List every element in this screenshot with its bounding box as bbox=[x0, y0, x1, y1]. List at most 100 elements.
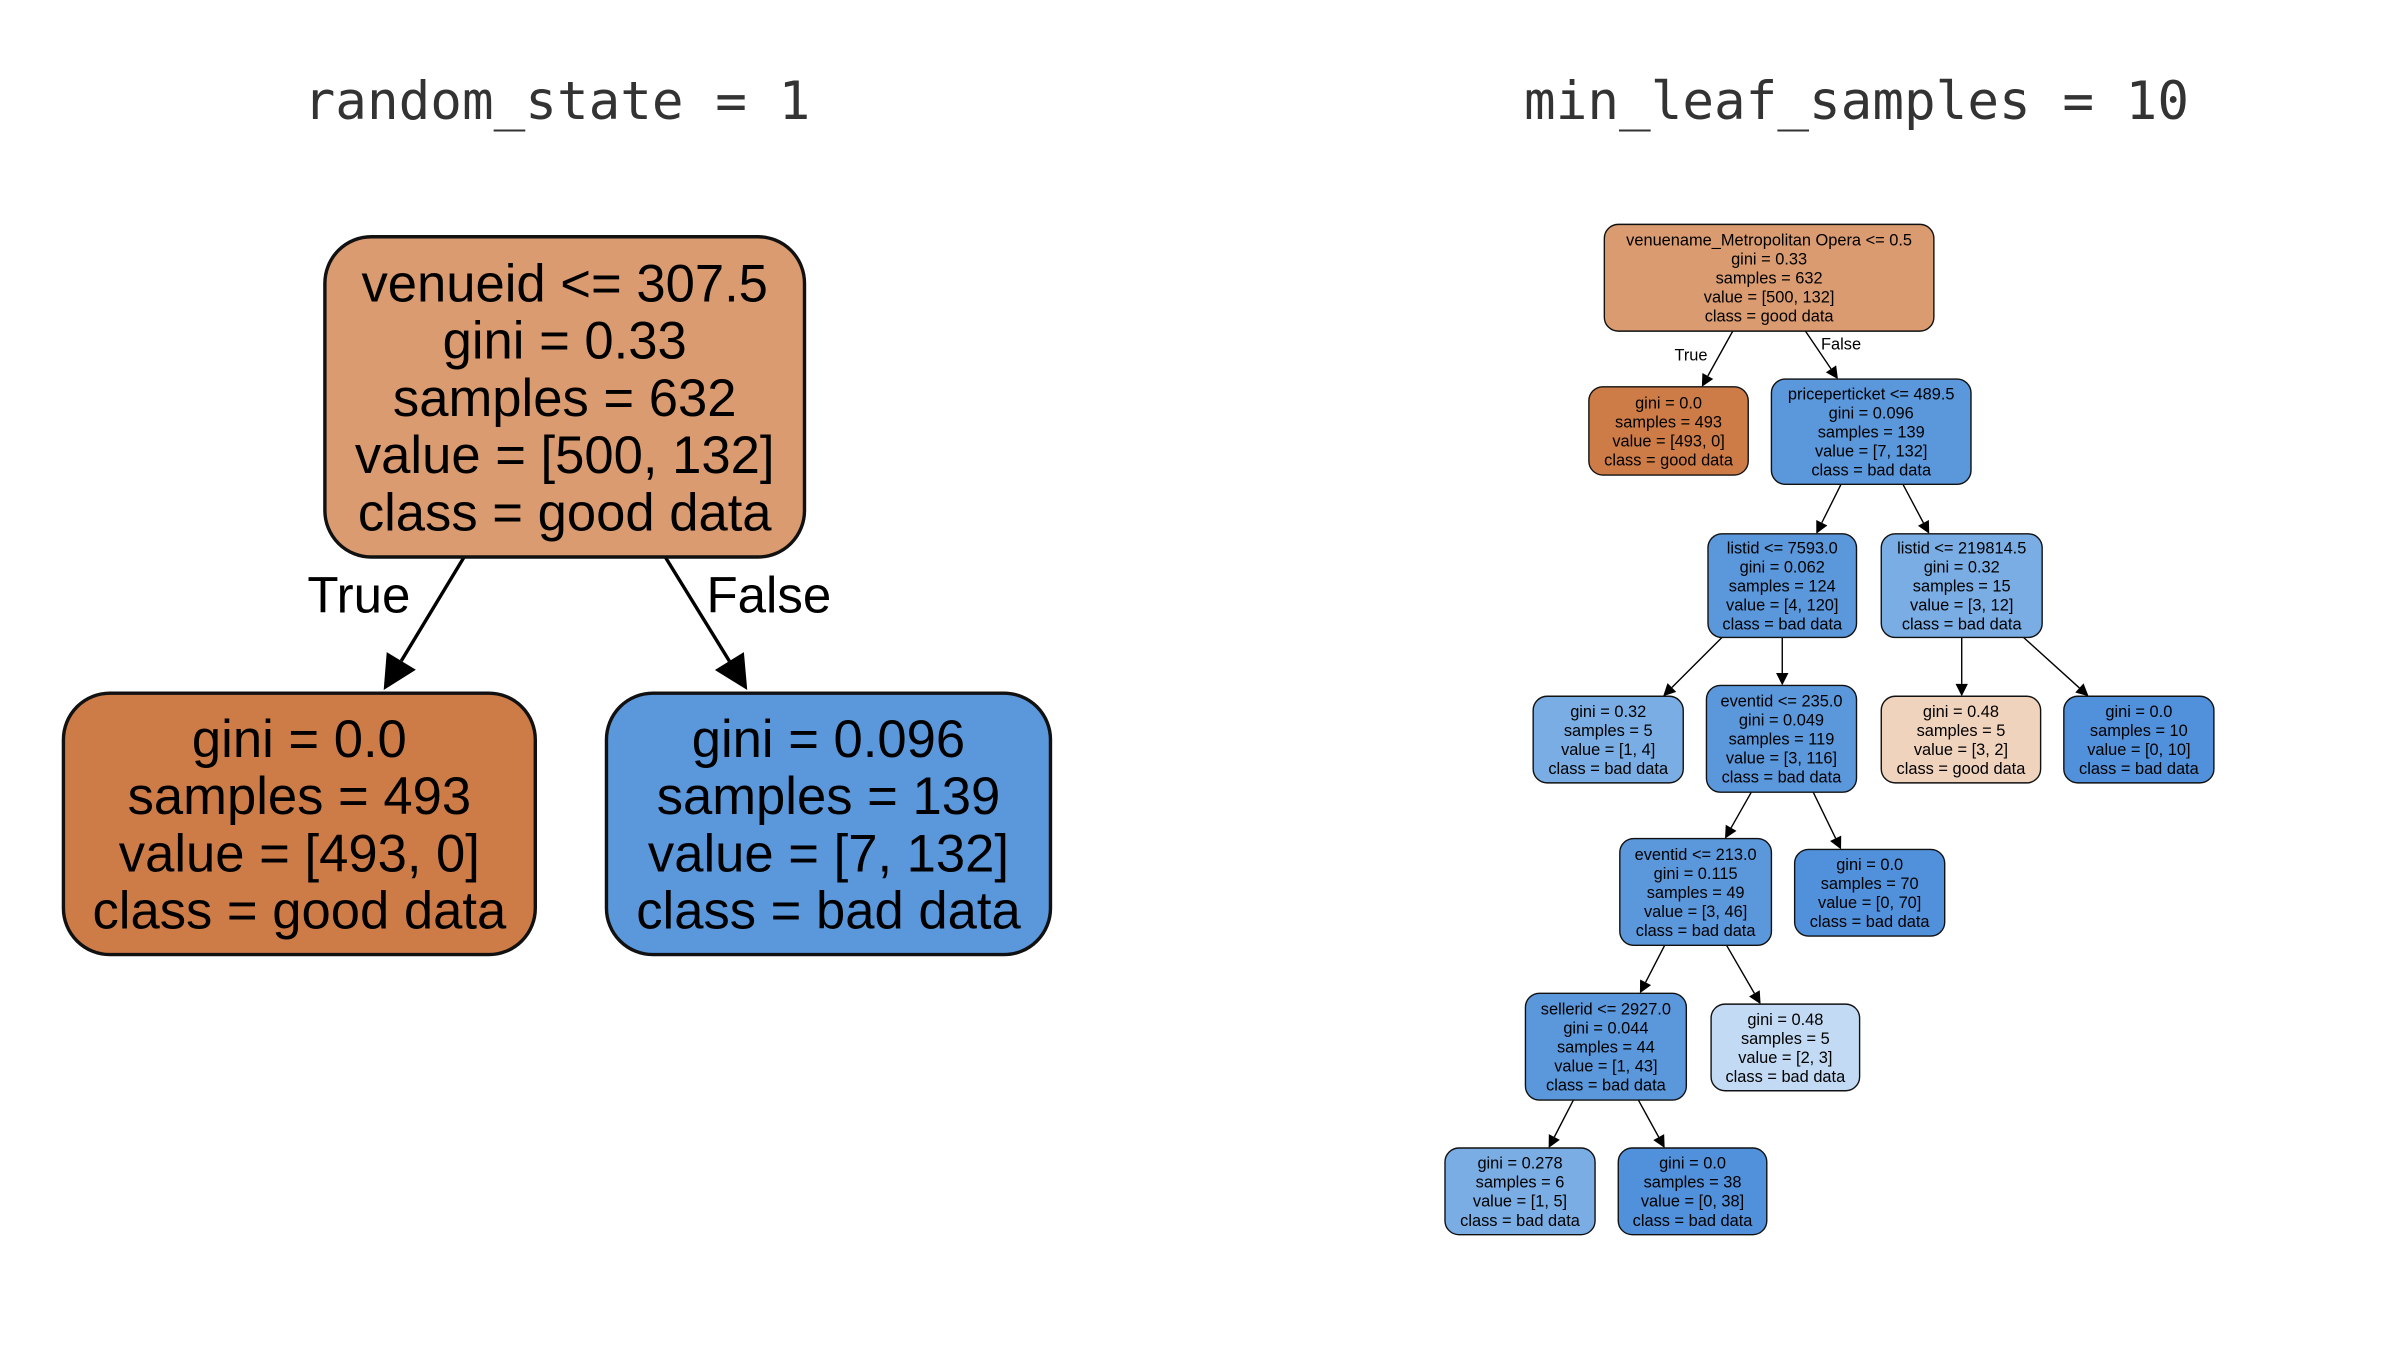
tree-edge bbox=[1639, 945, 1666, 994]
edge-line bbox=[1637, 1099, 1660, 1138]
arrowhead-icon bbox=[1701, 373, 1714, 387]
node-text-line: samples = 70 bbox=[1821, 875, 1919, 893]
arrowhead-icon bbox=[1725, 824, 1737, 839]
tree-edge bbox=[663, 556, 748, 691]
node-box bbox=[2063, 695, 2215, 784]
node-text-line: samples = 10 bbox=[2090, 722, 2188, 740]
node-box bbox=[1524, 992, 1688, 1101]
arrowhead-icon bbox=[1825, 365, 1838, 380]
edge-line bbox=[1644, 945, 1666, 983]
node-text-line: value = [0, 70] bbox=[1818, 894, 1921, 912]
node-text-line: gini = 0.33 bbox=[1731, 251, 1807, 269]
node-text-line: value = [3, 2] bbox=[1914, 741, 2008, 759]
node-text-line: value = [7, 132] bbox=[648, 824, 1009, 883]
tree-edge bbox=[1804, 330, 1838, 380]
node-text-line: class = bad data bbox=[1722, 616, 1843, 634]
node-text-line: priceperticket <= 489.5 bbox=[1788, 386, 1955, 404]
edge-label-true: True bbox=[1674, 347, 1707, 365]
node-text-line: eventid <= 213.0 bbox=[1635, 846, 1757, 864]
edge-line bbox=[1812, 791, 1837, 839]
node-text-line: gini = 0.33 bbox=[443, 312, 687, 371]
node-box bbox=[1603, 223, 1935, 332]
node-box bbox=[1880, 533, 2043, 639]
node-box bbox=[1588, 386, 1749, 476]
node-text-line: gini = 0.0 bbox=[1836, 856, 1903, 874]
node-text-line: class = bad data bbox=[1811, 462, 1932, 480]
node-text-line: gini = 0.32 bbox=[1570, 703, 1646, 721]
edge-label-true: True bbox=[307, 567, 410, 624]
node-text-line: value = [493, 0] bbox=[1612, 432, 1724, 450]
node-text-line: samples = 38 bbox=[1644, 1174, 1742, 1192]
node-text-line: gini = 0.32 bbox=[1924, 559, 2000, 577]
node-text-line: samples = 15 bbox=[1913, 578, 2011, 596]
node-text-line: class = good data bbox=[1705, 308, 1835, 326]
edge-line bbox=[1725, 944, 1755, 994]
tree-edge bbox=[1816, 483, 1842, 534]
node-text-line: samples = 139 bbox=[657, 767, 1001, 826]
node-box bbox=[1710, 1003, 1861, 1092]
node-text-line: samples = 49 bbox=[1647, 884, 1745, 902]
node-text-line: gini = 0.0 bbox=[192, 710, 407, 769]
node-text-line: gini = 0.044 bbox=[1563, 1020, 1648, 1038]
node-text-line: value = [0, 38] bbox=[1641, 1193, 1744, 1211]
arrowhead-icon bbox=[1917, 519, 1930, 534]
node-text-line: value = [493, 0] bbox=[119, 824, 480, 883]
node-box bbox=[1793, 848, 1946, 937]
node-text-line: samples = 632 bbox=[393, 369, 737, 428]
node-text-line: samples = 124 bbox=[1729, 578, 1836, 596]
edge-line bbox=[399, 556, 466, 662]
node-text-line: samples = 5 bbox=[1917, 722, 2006, 740]
tree-edge bbox=[1637, 1099, 1665, 1148]
node-text-line: listid <= 219814.5 bbox=[1897, 539, 2026, 557]
node-text-line: class = bad data bbox=[1633, 1212, 1754, 1230]
node-box bbox=[1880, 695, 2042, 784]
node-text-line: class = bad data bbox=[1636, 922, 1757, 940]
edge-line bbox=[1707, 330, 1734, 377]
edge-line bbox=[1902, 483, 1925, 524]
tree-edge bbox=[1701, 330, 1734, 387]
arrowhead-icon bbox=[1830, 835, 1842, 850]
node-text-line: gini = 0.049 bbox=[1739, 712, 1824, 730]
node-text-line: value = [3, 116] bbox=[1726, 750, 1837, 768]
tree-edge bbox=[1725, 944, 1761, 1005]
node-text-line: gini = 0.0 bbox=[1635, 394, 1702, 412]
node-text-line: samples = 632 bbox=[1716, 270, 1823, 288]
tree-edge bbox=[1955, 637, 1968, 697]
edge-line bbox=[663, 556, 731, 662]
tree-edge bbox=[1548, 1099, 1575, 1148]
edge-line bbox=[1671, 636, 1723, 688]
node-text-line: value = [3, 12] bbox=[1910, 597, 2013, 615]
node-text-line: gini = 0.096 bbox=[1829, 405, 1914, 423]
node-text-line: class = good data bbox=[92, 882, 506, 941]
node-box bbox=[1444, 1147, 1596, 1236]
node-text-line: value = [500, 132] bbox=[1704, 289, 1835, 307]
node-text-line: samples = 5 bbox=[1564, 722, 1653, 740]
node-text-line: gini = 0.278 bbox=[1477, 1155, 1562, 1173]
arrowhead-icon bbox=[1816, 519, 1828, 534]
right-tree-title: min_leaf_samples = 10 bbox=[1524, 71, 2189, 132]
arrowhead-icon bbox=[2075, 683, 2089, 697]
node-text-line: gini = 0.062 bbox=[1740, 559, 1825, 577]
node-text-line: samples = 6 bbox=[1476, 1174, 1565, 1192]
arrowhead-icon bbox=[1548, 1134, 1560, 1148]
node-text-line: samples = 493 bbox=[128, 767, 472, 826]
node-text-line: samples = 139 bbox=[1818, 424, 1925, 442]
node-text-line: class = good data bbox=[358, 483, 772, 542]
node-text-line: class = bad data bbox=[1548, 760, 1669, 778]
node-text-line: samples = 493 bbox=[1615, 413, 1722, 431]
node-text-line: value = [4, 120] bbox=[1726, 597, 1838, 615]
node-text-line: venuename_Metropolitan Opera <= 0.5 bbox=[1626, 232, 1912, 250]
node-box bbox=[1707, 533, 1858, 639]
node-text-line: class = bad data bbox=[1460, 1212, 1581, 1230]
node-box bbox=[1532, 695, 1684, 784]
